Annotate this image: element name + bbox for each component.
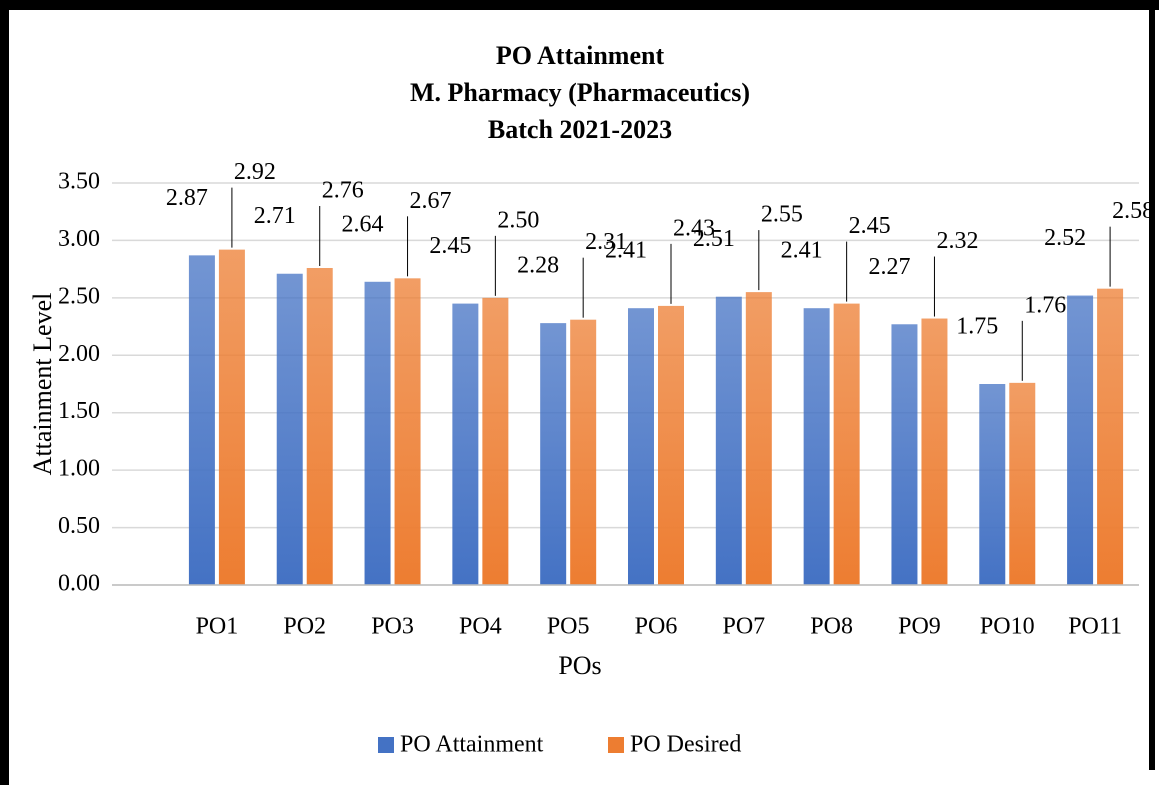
y-tick-label: 2.00 bbox=[58, 341, 100, 367]
legend-swatch bbox=[608, 737, 624, 753]
x-tick-label: PO5 bbox=[547, 614, 590, 640]
x-tick-label: PO7 bbox=[722, 614, 765, 640]
data-label: 2.71 bbox=[254, 203, 296, 229]
bar bbox=[921, 318, 948, 585]
data-label: 2.87 bbox=[166, 185, 208, 211]
y-tick-label: 2.50 bbox=[58, 283, 100, 309]
frame-top bbox=[0, 0, 1159, 10]
data-label: 2.50 bbox=[497, 207, 539, 233]
data-label: 2.41 bbox=[781, 238, 823, 264]
bar bbox=[833, 303, 860, 585]
bar bbox=[1097, 288, 1124, 585]
x-tick-label: PO1 bbox=[196, 614, 239, 640]
data-label: 2.43 bbox=[673, 215, 715, 241]
bar bbox=[218, 249, 245, 586]
x-tick-label: PO6 bbox=[635, 614, 678, 640]
y-tick-label: 1.00 bbox=[58, 456, 100, 482]
y-tick-label: 0.00 bbox=[58, 571, 100, 597]
data-label: 1.76 bbox=[1024, 292, 1066, 318]
data-label: 2.45 bbox=[849, 213, 891, 239]
data-label: 2.27 bbox=[868, 254, 910, 280]
data-label: 2.58 bbox=[1112, 198, 1154, 224]
frame-right bbox=[1149, 0, 1155, 770]
chart-title: PO Attainment bbox=[496, 41, 665, 70]
bar bbox=[891, 324, 918, 585]
y-tick-label: 0.50 bbox=[58, 513, 100, 539]
x-tick-label: PO4 bbox=[459, 614, 502, 640]
legend-swatch bbox=[378, 737, 394, 753]
bar bbox=[394, 278, 421, 585]
bar bbox=[540, 323, 567, 585]
bar bbox=[979, 384, 1006, 585]
data-label: 2.67 bbox=[410, 188, 452, 214]
data-label: 2.64 bbox=[342, 211, 384, 237]
legend-label: PO Desired bbox=[630, 732, 741, 758]
x-tick-label: PO10 bbox=[980, 614, 1035, 640]
bar bbox=[745, 292, 772, 585]
data-label: 1.75 bbox=[956, 314, 998, 340]
bar bbox=[306, 267, 333, 585]
bar bbox=[628, 308, 654, 585]
data-label: 2.32 bbox=[936, 228, 978, 254]
x-tick-label: PO3 bbox=[371, 614, 414, 640]
bar bbox=[482, 297, 509, 585]
data-label: 2.45 bbox=[429, 233, 471, 259]
data-label: 2.76 bbox=[322, 177, 364, 203]
y-tick-label: 1.50 bbox=[58, 398, 100, 424]
data-label: 2.41 bbox=[605, 238, 647, 264]
y-tick-label: 3.50 bbox=[58, 169, 100, 195]
frame-left bbox=[0, 0, 9, 785]
bar bbox=[276, 273, 303, 585]
legend-label: PO Attainment bbox=[400, 732, 544, 758]
x-tick-label: PO9 bbox=[898, 614, 941, 640]
chart-title: M. Pharmacy (Pharmaceutics) bbox=[410, 78, 750, 107]
bar bbox=[452, 303, 479, 585]
x-tick-label: PO2 bbox=[283, 614, 326, 640]
y-axis-title: Attainment Level bbox=[28, 293, 57, 476]
bar bbox=[1067, 295, 1094, 585]
data-label: 2.51 bbox=[693, 226, 735, 252]
x-tick-label: PO11 bbox=[1068, 614, 1122, 640]
bar bbox=[1009, 382, 1036, 585]
bar bbox=[803, 308, 830, 585]
chart-title: Batch 2021-2023 bbox=[488, 115, 672, 144]
data-label: 2.31 bbox=[585, 229, 627, 255]
bar bbox=[658, 305, 684, 585]
bar bbox=[715, 296, 742, 585]
bar bbox=[364, 281, 391, 585]
x-tick-label: PO8 bbox=[810, 614, 853, 640]
bar bbox=[188, 255, 215, 586]
data-label: 2.92 bbox=[234, 159, 276, 185]
y-tick-label: 3.00 bbox=[58, 226, 100, 252]
data-label: 2.55 bbox=[761, 202, 803, 228]
bar bbox=[570, 319, 597, 585]
data-label: 2.52 bbox=[1044, 225, 1086, 251]
data-label: 2.28 bbox=[517, 253, 559, 279]
x-axis-title: POs bbox=[558, 651, 601, 680]
